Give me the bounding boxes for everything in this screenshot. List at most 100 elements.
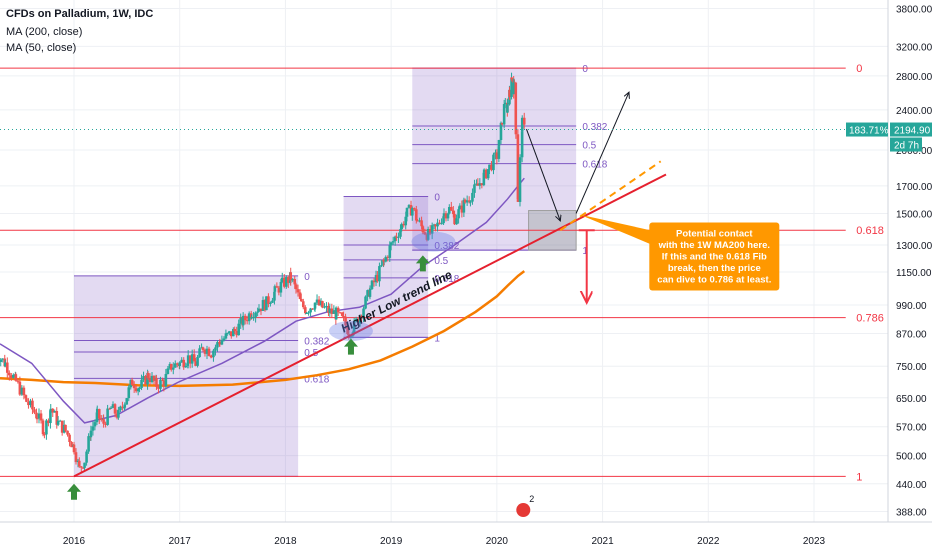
candle-body: [254, 312, 257, 318]
candle-body: [372, 280, 376, 283]
candle-body: [332, 310, 336, 314]
candle-body: [173, 363, 177, 368]
fib-label: 0.382: [434, 241, 459, 252]
higher-low-trend-line[interactable]: [73, 173, 667, 478]
time-axis[interactable]: 2016 2017 2018 2019 2020 2021 2022 2023: [0, 521, 932, 547]
candle-body: [113, 404, 117, 414]
candle-body: [462, 199, 466, 213]
candle-body: [10, 375, 13, 378]
price-tick-label: 1700.00: [896, 182, 932, 193]
candle-body: [334, 307, 338, 320]
annotation-text-line: If this and the 0.618 Fib: [662, 251, 767, 262]
candle-body: [309, 308, 312, 313]
projection-arrow[interactable]: [575, 92, 629, 214]
candle-body: [338, 312, 342, 314]
candle-body: [393, 236, 397, 242]
candle-body: [301, 301, 305, 308]
candle-body: [119, 406, 122, 411]
projection-arrow[interactable]: [525, 128, 560, 221]
candle-body: [12, 374, 15, 378]
candle-body: [497, 140, 501, 147]
candle-body: [399, 229, 402, 237]
candle-body: [43, 434, 46, 436]
event-count: 2: [529, 494, 534, 504]
candle-body: [233, 328, 236, 332]
candle-body: [497, 146, 501, 159]
time-tick-label: 2018: [274, 536, 297, 547]
horizontal-level-label: 1: [856, 471, 862, 483]
ma200-legend[interactable]: MA (200, close): [6, 26, 83, 38]
price-tick-label: 440.00: [896, 480, 927, 491]
ma50-line[interactable]: [0, 177, 525, 424]
price-tick-label: 2800.00: [896, 72, 932, 83]
economic-event-icon[interactable]: [516, 503, 531, 517]
candle-body: [482, 172, 486, 186]
candle-body: [237, 323, 241, 336]
candle-body: [186, 355, 190, 364]
fib-label: 1: [434, 333, 440, 344]
countdown-text: 2d 7h: [894, 141, 919, 152]
time-tick-label: 2022: [697, 536, 720, 547]
annotation-text-line: break, then the price: [668, 263, 761, 274]
candle-body: [190, 354, 194, 364]
candle-body: [265, 296, 268, 311]
price-tick-label: 570.00: [896, 423, 927, 434]
candle-body: [412, 208, 416, 210]
candle-body: [111, 404, 115, 408]
candle-body: [235, 331, 238, 336]
horizontal-level-label: 0.786: [856, 313, 884, 325]
candles[interactable]: [0, 72, 526, 473]
candle-body: [449, 207, 453, 211]
candle-body: [14, 374, 18, 381]
candle-body: [455, 218, 458, 225]
price-tick-label: 3200.00: [896, 42, 932, 53]
candle-body: [340, 312, 344, 316]
price-tick-label: 2400.00: [896, 106, 932, 117]
candle-body: [368, 288, 372, 297]
ma50-legend[interactable]: MA (50, close): [6, 42, 77, 54]
candle-body: [492, 154, 495, 171]
candle-body: [51, 408, 55, 413]
ma200-line[interactable]: [0, 270, 526, 388]
candle-body: [108, 408, 111, 410]
candle-body: [89, 430, 93, 438]
candle-body: [130, 379, 134, 386]
candle-body: [480, 183, 484, 186]
fib-box[interactable]: [343, 196, 429, 338]
candle-body: [125, 398, 129, 405]
candle-body: [325, 305, 328, 307]
candle-body: [444, 213, 448, 219]
candle-body: [336, 307, 340, 313]
candle-body: [522, 117, 526, 125]
candle-body: [442, 213, 446, 217]
candle-body: [117, 410, 120, 418]
candle-body: [282, 277, 286, 287]
candle-body: [259, 308, 263, 311]
candle-body: [330, 308, 334, 314]
candle-body: [224, 333, 228, 339]
candle-body: [410, 208, 414, 216]
candle-body: [205, 348, 209, 354]
candle-body: [495, 152, 499, 159]
candle-body: [77, 460, 81, 467]
candle-body: [508, 89, 511, 97]
trend-extension-dashed[interactable]: [559, 160, 662, 232]
candle-body: [82, 467, 85, 469]
fib-label: 0.618: [304, 374, 329, 385]
annotation-box[interactable]: [649, 222, 780, 291]
candle-body: [463, 199, 467, 203]
highlight-circle: [411, 231, 456, 252]
candle-body: [95, 412, 99, 423]
candle-body: [342, 315, 345, 317]
candle-body: [222, 338, 226, 341]
candle-body: [458, 205, 462, 210]
candle-body: [230, 331, 233, 337]
candle-body: [499, 122, 503, 141]
fib-label: 0: [304, 272, 310, 283]
annotation-text-line: Potential contact: [676, 228, 753, 239]
candle-body: [323, 306, 326, 308]
fib-retracement-2[interactable]: [343, 195, 429, 338]
